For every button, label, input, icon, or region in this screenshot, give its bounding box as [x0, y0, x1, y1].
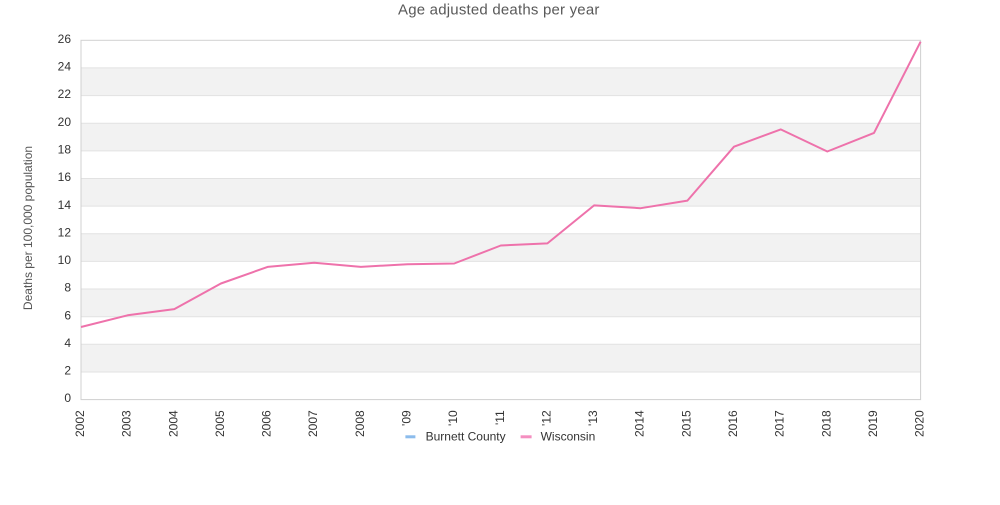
svg-text:10: 10: [58, 253, 72, 267]
svg-text:22: 22: [58, 87, 72, 101]
svg-text:24: 24: [58, 60, 72, 74]
svg-text:'13: '13: [586, 410, 600, 426]
svg-text:2003: 2003: [120, 410, 134, 437]
svg-text:16: 16: [58, 170, 72, 184]
svg-text:2007: 2007: [306, 410, 320, 437]
svg-text:2006: 2006: [260, 410, 274, 437]
svg-text:2: 2: [64, 364, 71, 378]
svg-text:2004: 2004: [166, 410, 180, 437]
svg-text:26: 26: [58, 32, 72, 46]
svg-text:8: 8: [64, 281, 71, 295]
svg-text:'12: '12: [539, 410, 553, 426]
svg-text:2018: 2018: [819, 410, 833, 437]
svg-text:Age adjusted deaths per year: Age adjusted deaths per year: [398, 2, 600, 19]
svg-text:4: 4: [64, 336, 71, 350]
svg-text:Wisconsin: Wisconsin: [541, 430, 596, 444]
svg-text:20: 20: [58, 115, 72, 129]
svg-text:2016: 2016: [726, 410, 740, 437]
svg-text:'10: '10: [446, 410, 460, 426]
svg-text:2008: 2008: [353, 410, 367, 437]
svg-text:12: 12: [58, 226, 72, 240]
svg-text:2017: 2017: [773, 410, 787, 437]
svg-text:0: 0: [64, 391, 71, 405]
svg-text:2019: 2019: [866, 410, 880, 437]
svg-text:6: 6: [64, 308, 71, 322]
svg-text:2014: 2014: [633, 410, 647, 437]
svg-text:'11: '11: [493, 410, 507, 425]
svg-text:18: 18: [58, 143, 72, 157]
svg-text:Burnett County: Burnett County: [426, 430, 506, 444]
svg-text:'09: '09: [400, 410, 414, 426]
svg-text:2015: 2015: [679, 410, 693, 437]
svg-text:2005: 2005: [213, 410, 227, 437]
svg-text:14: 14: [58, 198, 72, 212]
svg-text:Deaths per 100,000 population: Deaths per 100,000 population: [21, 146, 35, 310]
svg-text:2002: 2002: [73, 410, 87, 437]
svg-text:2020: 2020: [913, 410, 927, 437]
